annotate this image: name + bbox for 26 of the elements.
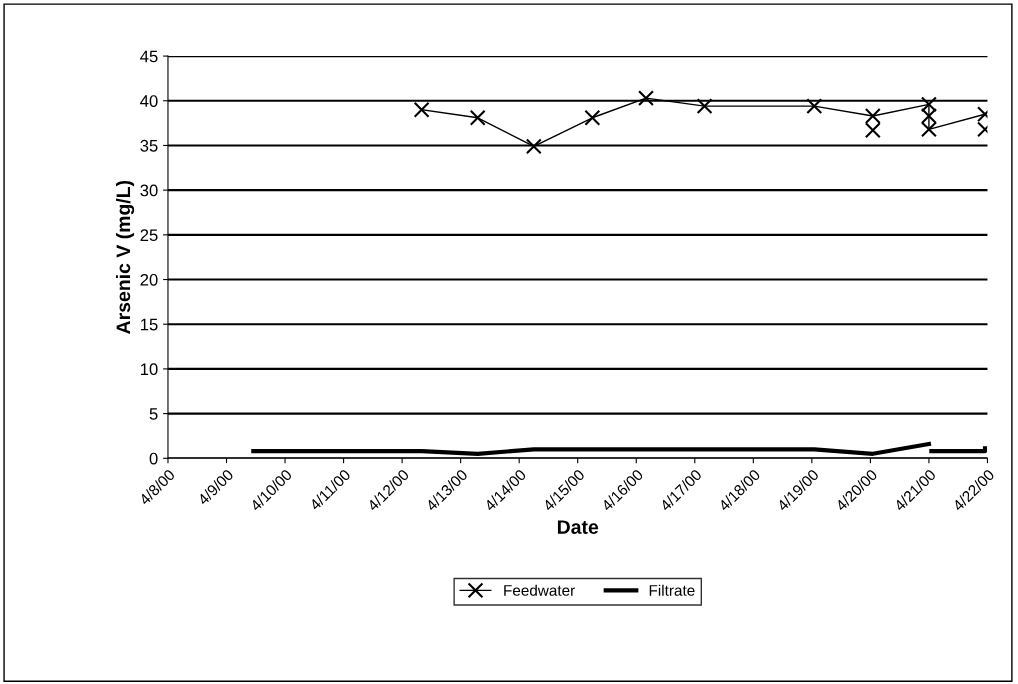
y-tick-label: 25 (140, 229, 158, 242)
x-axis-title: Date (557, 520, 599, 534)
y-tick-label: 40 (140, 95, 158, 107)
point (696, 98, 713, 115)
y-tick-label: 5 (149, 408, 158, 420)
y-tick-label: 15 (140, 318, 158, 331)
y-tick-label: 0 (149, 452, 158, 465)
y-axis-title: Arsenic V (mg/L) (115, 180, 135, 334)
point (920, 96, 937, 113)
point (920, 121, 937, 138)
legend-label: Filtrate (649, 584, 695, 596)
point (920, 107, 937, 124)
point (806, 98, 823, 115)
point (413, 101, 430, 118)
point (638, 90, 654, 107)
y-tick-label: 30 (140, 184, 158, 197)
point (525, 138, 542, 155)
y-tick-label: 10 (140, 363, 158, 376)
point (864, 122, 881, 139)
y-tick-label: 45 (140, 50, 158, 63)
legend-label: Feedwater (504, 584, 575, 596)
y-tick-label: 35 (140, 139, 158, 152)
point (864, 107, 881, 124)
point (469, 109, 486, 126)
point (584, 109, 601, 126)
y-tick-label: 20 (140, 273, 158, 286)
